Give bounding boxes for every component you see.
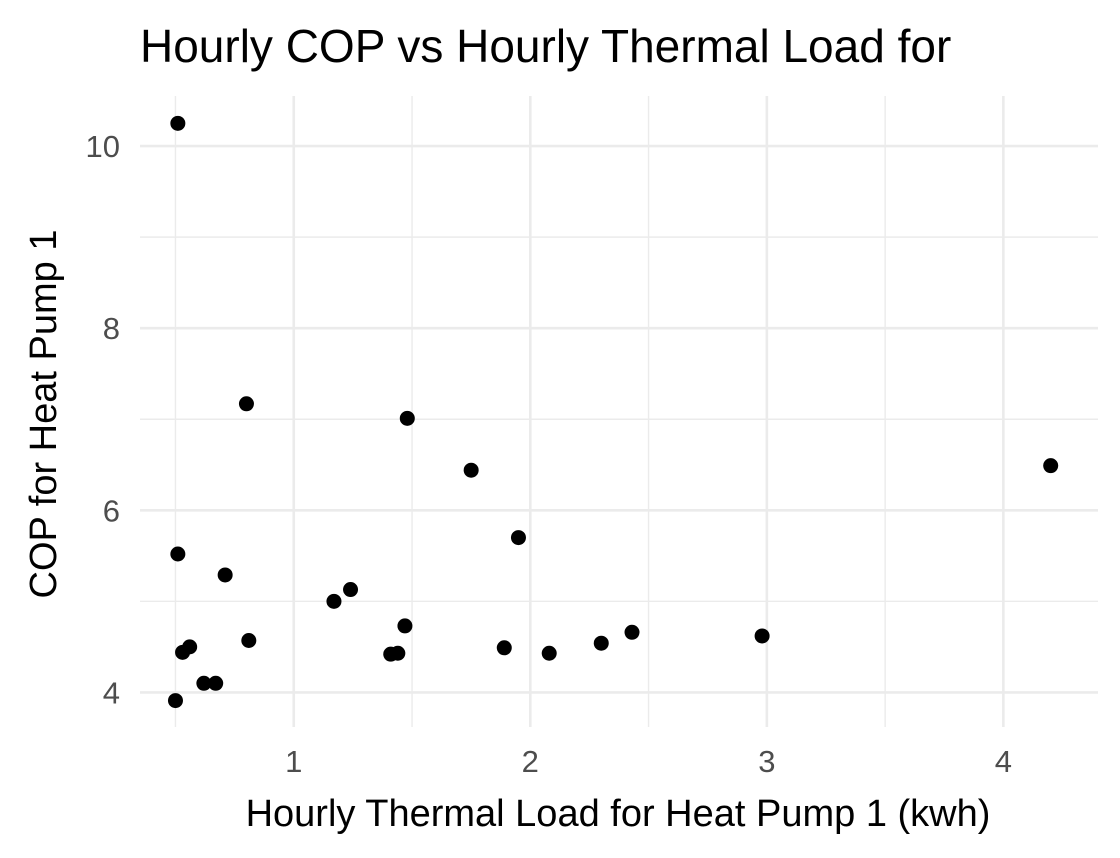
x-tick-label: 3 [758,744,775,779]
x-tick-label: 4 [995,744,1012,779]
y-tick-label: 10 [86,129,120,164]
data-point [167,693,183,709]
data-point [196,675,212,691]
data-point [1043,458,1059,474]
y-axis-label: COP for Heat Pump 1 [23,230,65,599]
data-point [754,628,770,644]
data-point [343,582,359,598]
data-point [463,462,479,478]
x-axis-ticks: 1 2 3 4 [285,744,1012,779]
data-point [208,675,224,691]
data-point [217,567,233,583]
data-point [593,635,609,651]
y-tick-label: 8 [103,311,120,346]
data-point [390,645,406,661]
y-tick-label: 6 [103,493,120,528]
y-axis-ticks: 4 6 8 10 [86,129,120,710]
data-point [238,396,254,412]
data-point [624,624,640,640]
data-point [182,639,198,655]
data-point [170,546,186,562]
data-point [399,410,415,426]
data-point [510,530,526,546]
x-axis-label: Hourly Thermal Load for Heat Pump 1 (kwh… [246,793,991,835]
data-point [496,640,512,656]
chart-title: Hourly COP vs Hourly Thermal Load for [140,20,951,72]
data-points [167,115,1059,709]
x-tick-label: 1 [285,744,302,779]
data-point [541,645,557,661]
data-point [241,632,257,648]
grid-lines [140,96,1098,727]
x-tick-label: 2 [522,744,539,779]
data-point [170,115,186,131]
data-point [326,593,342,609]
y-tick-label: 4 [103,675,120,710]
data-point [397,618,413,634]
